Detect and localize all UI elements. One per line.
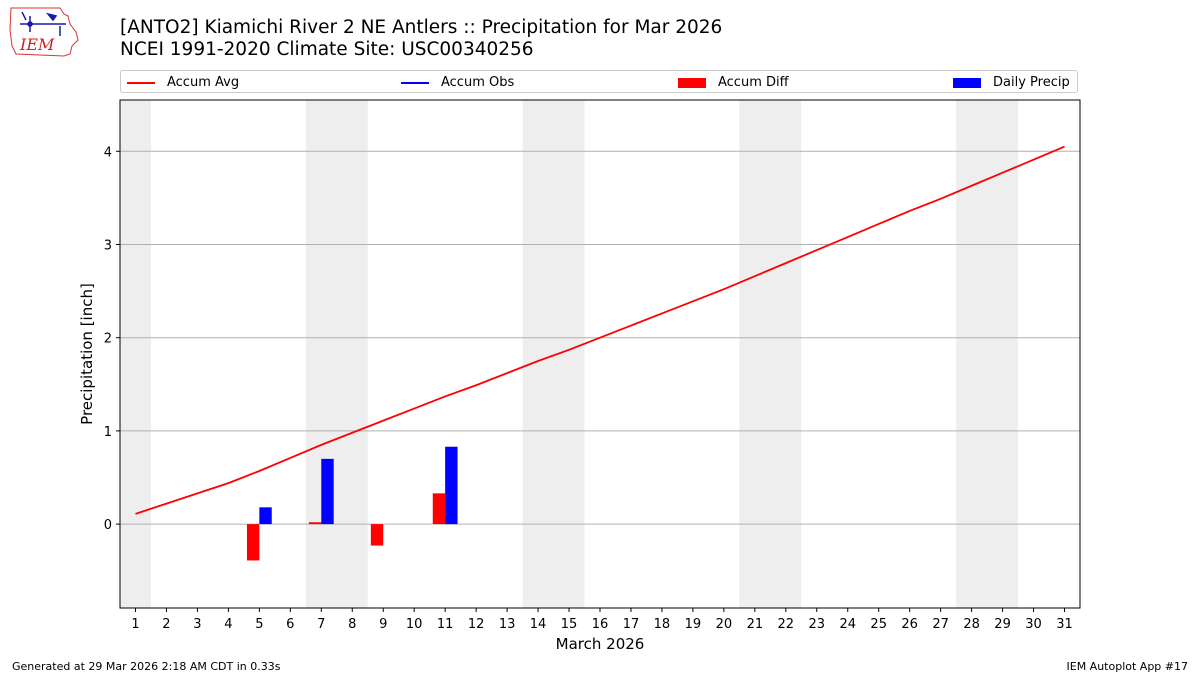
legend-item-accum-avg: Accum Avg [127, 71, 239, 94]
legend-item-daily-precip: Daily Precip [953, 71, 1070, 94]
xtick-label-13: 13 [499, 617, 516, 632]
logo-text: IEM [19, 35, 55, 54]
accum-diff-bar-day-11 [432, 493, 446, 525]
xtick-label-15: 15 [561, 617, 578, 632]
accum-avg-line [135, 145, 1065, 515]
xtick-label-12: 12 [468, 617, 485, 632]
xtick-label-20: 20 [716, 617, 733, 632]
chart-title-line1: [ANTO2] Kiamichi River 2 NE Antlers :: P… [120, 17, 723, 38]
app-credit: IEM Autoplot App #17 [1066, 660, 1189, 673]
xtick-label-18: 18 [654, 617, 671, 632]
iem-logo: IEM [9, 7, 79, 57]
xtick-label-8: 8 [348, 617, 356, 632]
weekend-band-day-22 [770, 100, 802, 608]
plot-frame [119, 99, 1081, 609]
weekend-band-day-14 [522, 100, 554, 608]
x-axis-label: March 2026 [556, 635, 645, 653]
xtick-label-2: 2 [162, 617, 170, 632]
xtick-label-4: 4 [224, 617, 232, 632]
xtick-label-14: 14 [530, 617, 547, 632]
chart-title-line2: NCEI 1991-2020 Climate Site: USC00340256 [120, 39, 534, 60]
accum-diff-bar-day-9 [370, 524, 384, 546]
xtick-label-23: 23 [809, 617, 826, 632]
generated-timestamp: Generated at 29 Mar 2026 2:18 AM CDT in … [12, 660, 281, 673]
chart-legend: Accum Avg Accum Obs Accum Diff Daily Pre… [120, 70, 1078, 93]
weekend-band-day-21 [739, 100, 771, 608]
xtick-label-9: 9 [379, 617, 387, 632]
xtick-label-3: 3 [193, 617, 201, 632]
ytick-label-2: 2 [104, 332, 112, 347]
legend-item-accum-diff: Accum Diff [678, 71, 789, 94]
ytick-label-0: 0 [104, 518, 112, 533]
xtick-label-5: 5 [255, 617, 263, 632]
xtick-label-17: 17 [623, 617, 640, 632]
weekend-band-day-7 [305, 100, 337, 608]
daily-precip-bar-day-7 [321, 458, 334, 525]
xtick-label-26: 26 [901, 617, 918, 632]
weekend-band-day-1 [120, 100, 151, 608]
legend-swatch-accum-avg [127, 81, 155, 84]
legend-label-accum-obs: Accum Obs [441, 75, 515, 90]
daily-precip-bar-day-5 [259, 507, 272, 525]
xtick-label-6: 6 [286, 617, 294, 632]
legend-swatch-accum-diff [678, 77, 706, 88]
xtick-label-21: 21 [747, 617, 764, 632]
xtick-label-22: 22 [778, 617, 795, 632]
xtick-label-10: 10 [406, 617, 423, 632]
weekend-band-day-8 [336, 100, 368, 608]
xtick-label-19: 19 [685, 617, 702, 632]
xtick-label-29: 29 [994, 617, 1011, 632]
xtick-label-31: 31 [1056, 617, 1073, 632]
ytick-label-4: 4 [104, 145, 112, 160]
legend-label-accum-avg: Accum Avg [167, 75, 240, 90]
lines [135, 145, 1065, 515]
xtick-label-25: 25 [870, 617, 887, 632]
xtick-label-11: 11 [437, 617, 454, 632]
legend-item-accum-obs: Accum Obs [401, 71, 514, 94]
bars [246, 446, 458, 561]
weekend-band-day-28 [956, 100, 988, 608]
xtick-label-7: 7 [317, 617, 325, 632]
xtick-label-27: 27 [932, 617, 949, 632]
ytick-label-3: 3 [104, 238, 112, 253]
ytick-label-1: 1 [104, 425, 112, 440]
xtick-label-16: 16 [592, 617, 609, 632]
legend-label-accum-diff: Accum Diff [718, 75, 789, 90]
daily-precip-bar-day-11 [445, 446, 458, 525]
xtick-label-24: 24 [839, 617, 856, 632]
xtick-label-30: 30 [1025, 617, 1042, 632]
y-axis-label: Precipitation [inch] [78, 283, 96, 425]
weekend-band-day-29 [987, 100, 1019, 608]
legend-label-daily-precip: Daily Precip [993, 75, 1070, 90]
xtick-label-28: 28 [963, 617, 980, 632]
accum-diff-bar-day-5 [246, 524, 260, 561]
gridlines [120, 150, 1080, 525]
legend-swatch-daily-precip [953, 77, 981, 88]
legend-swatch-accum-obs [401, 81, 429, 84]
xtick-label-1: 1 [131, 617, 139, 632]
accum-diff-bar-day-7 [308, 522, 322, 525]
